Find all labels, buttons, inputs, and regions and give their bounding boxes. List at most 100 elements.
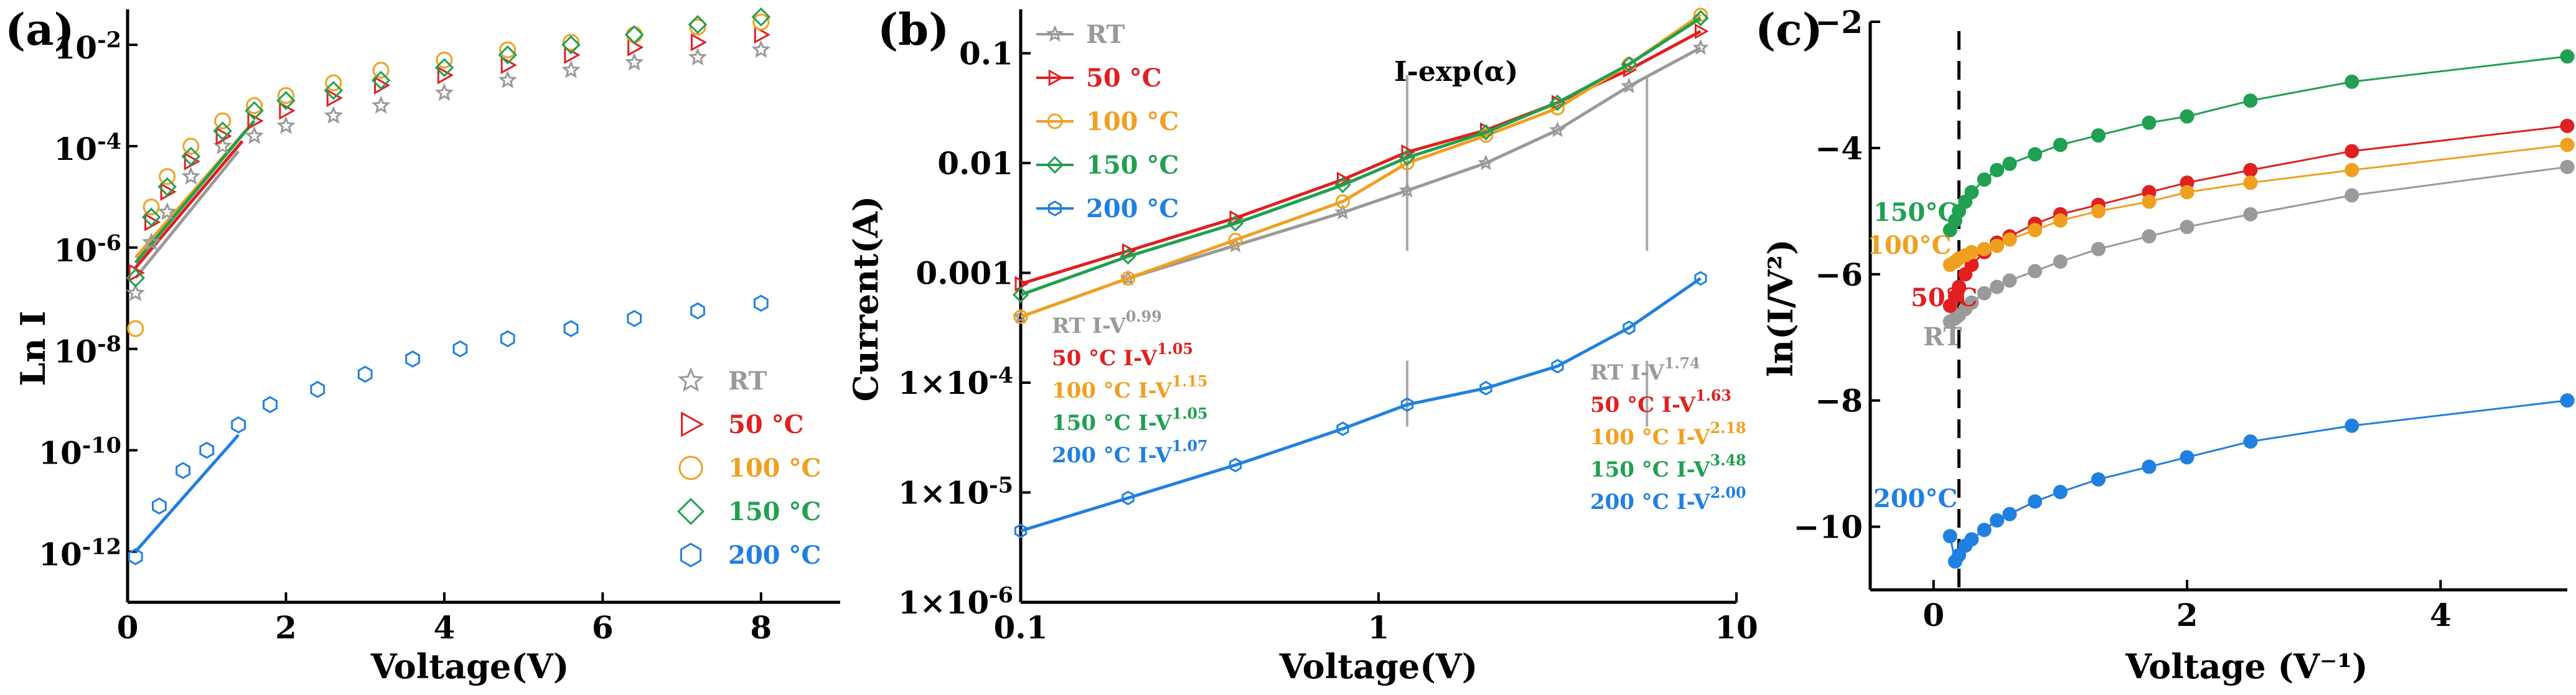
- panel-b-point: [1122, 243, 1136, 259]
- panel-c-point: [2142, 459, 2157, 474]
- panel-c-y-tick-label: −8: [1815, 383, 1863, 419]
- panel-b-point: [1398, 182, 1416, 198]
- panel-a-point: [690, 302, 705, 320]
- panel-a-point: [563, 320, 579, 337]
- panel-a-point: [126, 268, 146, 288]
- panel-a-point: [498, 45, 517, 65]
- panel-a-ylabel: Ln I: [13, 310, 53, 386]
- panel-a-point: [142, 232, 161, 251]
- panel-b-point: [1478, 154, 1494, 170]
- panel-c-point: [2091, 203, 2106, 218]
- panel-a-y-tick-label: 10-8: [54, 332, 121, 370]
- panel-c-y-tick-label: −4: [1815, 130, 1863, 167]
- panel-c-point: [2142, 115, 2157, 130]
- panel-a-point: [625, 52, 644, 71]
- panel-b-point: [1551, 358, 1564, 374]
- panel-a-legend-label: 150 °C: [728, 497, 821, 526]
- panel-c-series-line: [1949, 144, 2568, 266]
- panel-a-point: [751, 7, 771, 27]
- panel-c-point: [2002, 506, 2017, 521]
- panel-a-point: [246, 97, 263, 114]
- panel-a-point: [561, 60, 581, 78]
- panel-a-point: [231, 416, 246, 434]
- panel-c-point: [2180, 109, 2194, 124]
- panel-a-legend-marker: [678, 455, 703, 480]
- panel-b-point: [1623, 62, 1637, 78]
- panel-a-point: [127, 320, 144, 337]
- panel-a-y-tick-label: 10-6: [54, 230, 121, 269]
- panel-a-point: [754, 26, 770, 44]
- panel-c-series-label: 150°C: [1873, 198, 1957, 227]
- panel-b-series-line: [1020, 30, 1702, 286]
- panel-a-point: [688, 47, 708, 66]
- panel-b-point: [1336, 194, 1350, 209]
- panel-a-legend-marker: [678, 367, 704, 392]
- panel-a-point: [627, 310, 642, 327]
- panel-b-annotation-left: 50 °C I-V1.05: [1052, 340, 1193, 371]
- panel-c-point: [1964, 245, 1979, 259]
- panel-c-point: [2344, 144, 2359, 159]
- panel-a-point: [157, 177, 177, 197]
- panel-c-y-tick-label: −6: [1815, 256, 1863, 293]
- panel-b-y-tick-label: 1×10-4: [898, 363, 1013, 401]
- panel-a-legend-label: 100 °C: [728, 454, 821, 483]
- panel-b-annotation-left: 150 °C I-V1.05: [1052, 405, 1208, 436]
- panel-a-point: [627, 38, 644, 57]
- panel-a-point: [452, 340, 468, 358]
- panel-a-legend-marker: [680, 543, 702, 567]
- panel-a-point: [690, 33, 708, 52]
- panel-c-point: [2028, 494, 2043, 509]
- panel-b-annotation-left: 100 °C I-V1.15: [1052, 373, 1208, 403]
- panel-b-point: [1552, 95, 1566, 111]
- panel-c-point: [1964, 295, 1979, 310]
- panel-a: (a) Voltage(V) Ln I 0 2 4 6 8 10-2 10-4 10-6 10-…: [5, 4, 840, 686]
- panel-a-point: [324, 106, 343, 124]
- panel-c-point: [1990, 238, 2005, 253]
- panel-b-annotation-left: 200 °C I-V1.07: [1052, 437, 1208, 468]
- panel-c-point: [2560, 49, 2575, 64]
- panel-a-point: [199, 441, 215, 459]
- panel-a-point: [561, 35, 581, 55]
- panel-c-x-tick-label: 2: [2176, 597, 2198, 633]
- panel-c-series-line: [1949, 55, 2568, 231]
- panel-c-point: [1952, 279, 1967, 294]
- panel-a-fit-line: [134, 140, 244, 269]
- panel-a-fit-line: [134, 119, 256, 264]
- panel-a-label: (a): [5, 4, 75, 55]
- panel-c-point: [2560, 159, 2575, 174]
- panel-b-point: [1693, 7, 1708, 22]
- panel-c-point: [2002, 273, 2017, 288]
- panel-a-point: [752, 13, 770, 30]
- panel-b-legend-label: 50 °C: [1086, 63, 1161, 93]
- panel-a-y-tick-label: 10-10: [39, 433, 121, 472]
- panel-c-point: [2180, 185, 2194, 200]
- panel-a-x-tick-label: 2: [275, 609, 297, 646]
- panel-b-point: [1621, 56, 1637, 73]
- panel-b-series-line: [1020, 46, 1702, 319]
- panel-a-point: [310, 381, 326, 398]
- panel-a-point: [176, 462, 190, 479]
- panel-b-legend-label: 200 °C: [1086, 194, 1179, 223]
- panel-a-legend-label: RT: [728, 366, 767, 396]
- panel-b-point: [1227, 215, 1244, 232]
- panel-a-point: [245, 126, 264, 144]
- panel-a-point: [276, 91, 296, 110]
- panel-c-label: (c): [1755, 4, 1823, 55]
- panel-b-point: [1621, 77, 1637, 93]
- panel-b-point: [1336, 421, 1349, 436]
- panel-a-point: [245, 101, 264, 121]
- panel-a-point: [753, 294, 769, 312]
- panel-b-annotation-left: RT I-V0.99: [1052, 308, 1162, 338]
- panel-b-annotation-right: 200 °C I-V2.00: [1590, 484, 1746, 515]
- panel-a-point: [688, 15, 708, 34]
- panel-b-legend-label: 150 °C: [1086, 151, 1179, 180]
- panel-a-xlabel: Voltage(V): [370, 646, 569, 686]
- panel-a-legend-marker: [681, 411, 705, 437]
- panel-a-point: [160, 182, 177, 201]
- panel-b-xlabel: Voltage(V): [1279, 646, 1478, 686]
- panel-b-ylabel: Current(A): [846, 196, 886, 402]
- panel-a-point: [184, 152, 200, 170]
- panel-c-point: [2243, 175, 2258, 190]
- panel-b-point: [1121, 271, 1135, 286]
